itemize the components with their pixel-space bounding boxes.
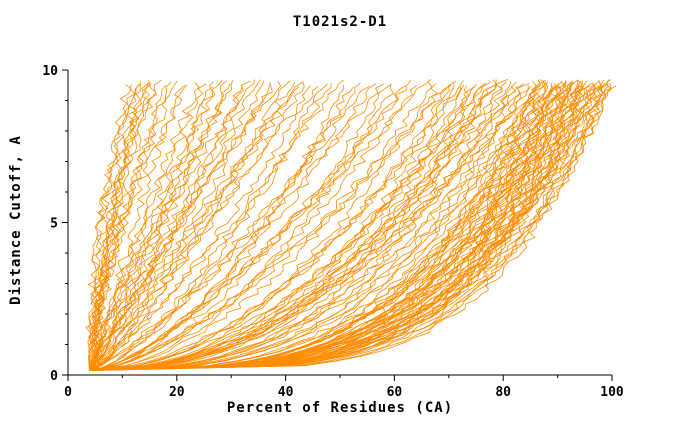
model-curve	[90, 85, 580, 371]
model-curve	[94, 84, 186, 371]
x-tick-label: 20	[169, 385, 185, 400]
model-curve	[88, 81, 151, 371]
model-curve	[92, 85, 590, 371]
model-curve	[89, 85, 370, 371]
model-curve	[94, 82, 573, 371]
model-curve	[89, 80, 537, 371]
model-curve	[95, 82, 455, 371]
model-curve	[92, 79, 611, 371]
model-curve	[89, 82, 566, 371]
model-curve	[94, 81, 546, 371]
model-curve	[94, 79, 262, 371]
model-curve	[94, 81, 305, 371]
model-curve	[92, 79, 256, 371]
model-curve	[92, 79, 604, 371]
model-curve	[92, 83, 377, 371]
model-curve	[90, 79, 546, 371]
model-curve	[90, 85, 617, 371]
model-curve	[94, 83, 328, 371]
model-curve	[89, 79, 546, 371]
model-curve	[89, 86, 461, 371]
model-curve	[85, 83, 141, 371]
model-curve	[94, 85, 605, 371]
y-tick-label: 5	[50, 217, 58, 232]
model-curve	[89, 84, 452, 371]
model-curve	[95, 86, 449, 371]
model-curve	[88, 83, 231, 371]
model-curve	[90, 81, 492, 371]
model-curve	[94, 85, 609, 371]
model-curve	[95, 81, 296, 371]
model-curves-group	[85, 78, 617, 371]
model-curve	[95, 85, 554, 371]
x-tick-label: 100	[600, 385, 624, 400]
x-tick-label: 40	[278, 385, 294, 400]
model-curve	[95, 83, 559, 371]
model-curve	[91, 85, 494, 371]
x-tick-label: 60	[387, 385, 403, 400]
model-curve	[92, 81, 601, 371]
model-curve	[89, 84, 418, 371]
model-curve	[91, 81, 304, 371]
model-curve	[92, 81, 548, 371]
model-curve	[91, 79, 412, 371]
model-curve	[89, 83, 385, 371]
model-curve	[92, 84, 344, 371]
chart-title: T1021s2-D1	[292, 14, 388, 30]
x-tick-label: 0	[64, 385, 72, 400]
model-curve	[94, 83, 609, 371]
model-curve	[95, 84, 478, 371]
model-curve	[89, 83, 524, 371]
model-curve	[94, 82, 274, 371]
model-curve	[92, 83, 207, 371]
model-curve	[89, 82, 433, 371]
model-curve	[89, 81, 214, 371]
model-curve	[89, 85, 319, 371]
model-curve	[94, 84, 537, 371]
model-curve	[95, 80, 582, 371]
y-tick-label: 10	[42, 64, 58, 79]
model-curve	[92, 85, 518, 371]
model-curve	[88, 83, 136, 371]
model-curve	[94, 83, 395, 371]
model-curve	[92, 82, 487, 371]
model-curve	[92, 85, 407, 371]
model-curve	[94, 82, 361, 371]
model-curve	[92, 83, 438, 371]
model-curve	[94, 86, 243, 371]
model-curve	[92, 80, 464, 371]
model-curve	[89, 85, 311, 371]
model-curve	[92, 79, 612, 371]
model-curve	[89, 79, 579, 371]
model-curve	[94, 85, 562, 371]
model-curve	[95, 80, 227, 371]
model-curve	[92, 81, 512, 371]
model-curve	[89, 79, 579, 371]
x-axis-label: Percent of Residues (CA)	[226, 400, 454, 416]
model-curve	[95, 83, 558, 371]
model-curve	[92, 79, 542, 371]
model-curve	[88, 80, 178, 371]
model-curve	[90, 79, 498, 371]
model-curve	[92, 79, 234, 371]
model-curve	[92, 79, 345, 371]
axes-group	[62, 69, 613, 381]
model-curve	[89, 80, 282, 371]
tick-labels-group: 0 20 40 60 80 100 0 5 10	[42, 64, 624, 400]
y-tick-label: 0	[50, 369, 58, 384]
model-curve	[95, 83, 392, 371]
model-curve	[94, 80, 566, 371]
x-tick-label: 80	[495, 385, 511, 400]
model-curve	[89, 84, 557, 371]
model-curve	[94, 86, 513, 371]
model-curve	[95, 81, 507, 371]
model-curve	[92, 79, 223, 371]
